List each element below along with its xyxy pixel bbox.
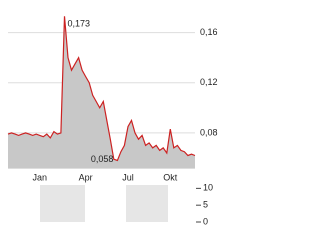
x-tick-label: Jul <box>122 172 134 182</box>
y-tick-label: 0,08 <box>200 127 218 137</box>
y-tick-label: 10 <box>203 183 213 193</box>
chart: 0,08 0,12 0,16 Jan Apr Jul Okt 0,173 0,058 0 5 10 <box>7 16 218 226</box>
quarter-band <box>126 185 168 222</box>
annotation: 0,058 <box>91 154 114 164</box>
y-tick-label: 0 <box>203 216 208 226</box>
annotation: 0,173 <box>67 19 90 29</box>
y-tick-label: 5 <box>203 200 208 210</box>
y-tick-label: 0,16 <box>200 27 218 37</box>
line <box>7 16 196 162</box>
quarter-band <box>40 185 85 222</box>
y-tick-label: 0,12 <box>200 77 218 87</box>
area <box>8 16 195 168</box>
x-tick-label: Okt <box>163 172 178 182</box>
x-tick-label: Apr <box>79 172 93 182</box>
x-tick-label: Jan <box>32 172 47 182</box>
